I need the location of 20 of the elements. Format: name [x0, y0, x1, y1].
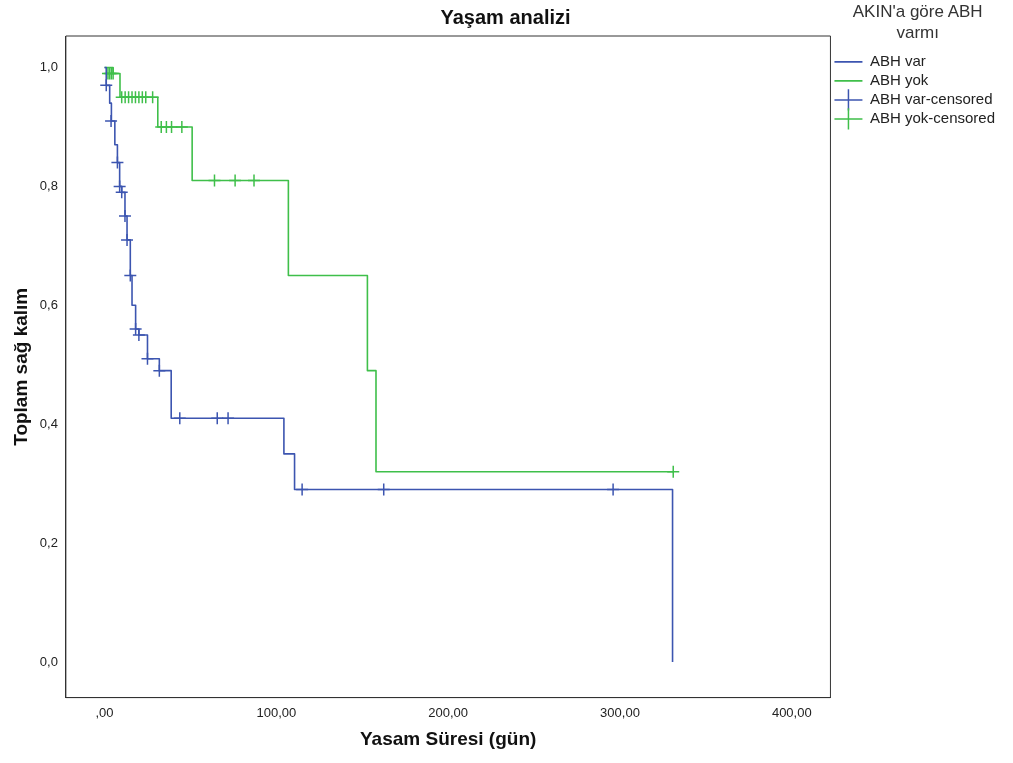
y-tick-label: 0,6 [39, 296, 58, 312]
chart-title: Yaşam analizi [440, 5, 571, 28]
x-axis-title: Yasam Süresi (gün) [359, 727, 537, 749]
legend-title: AKIN'a göre ABH varmı [852, 2, 983, 42]
y-tick-label: 0,8 [39, 177, 58, 193]
x-tick-label: 400,00 [771, 704, 812, 720]
y-axis-title: Toplam sağ kalım [9, 287, 31, 446]
x-tick-label: 300,00 [600, 704, 640, 720]
x-tick-label: 100,00 [256, 704, 297, 720]
y-tick-label: 0,2 [39, 534, 58, 550]
legend-label: ABH yok [869, 71, 929, 89]
x-tick-label: 200,00 [428, 704, 469, 720]
legend-label: ABH var [869, 52, 926, 70]
legend-label: ABH yok-censored [869, 109, 996, 127]
y-tick-label: 0,0 [39, 653, 58, 669]
legend-label: ABH var-censored [869, 90, 993, 108]
y-tick-label: 1,0 [39, 59, 58, 75]
point [104, 114, 118, 128]
y-tick-label: 0,4 [39, 415, 58, 431]
x-tick-label: ,00 [95, 704, 114, 720]
